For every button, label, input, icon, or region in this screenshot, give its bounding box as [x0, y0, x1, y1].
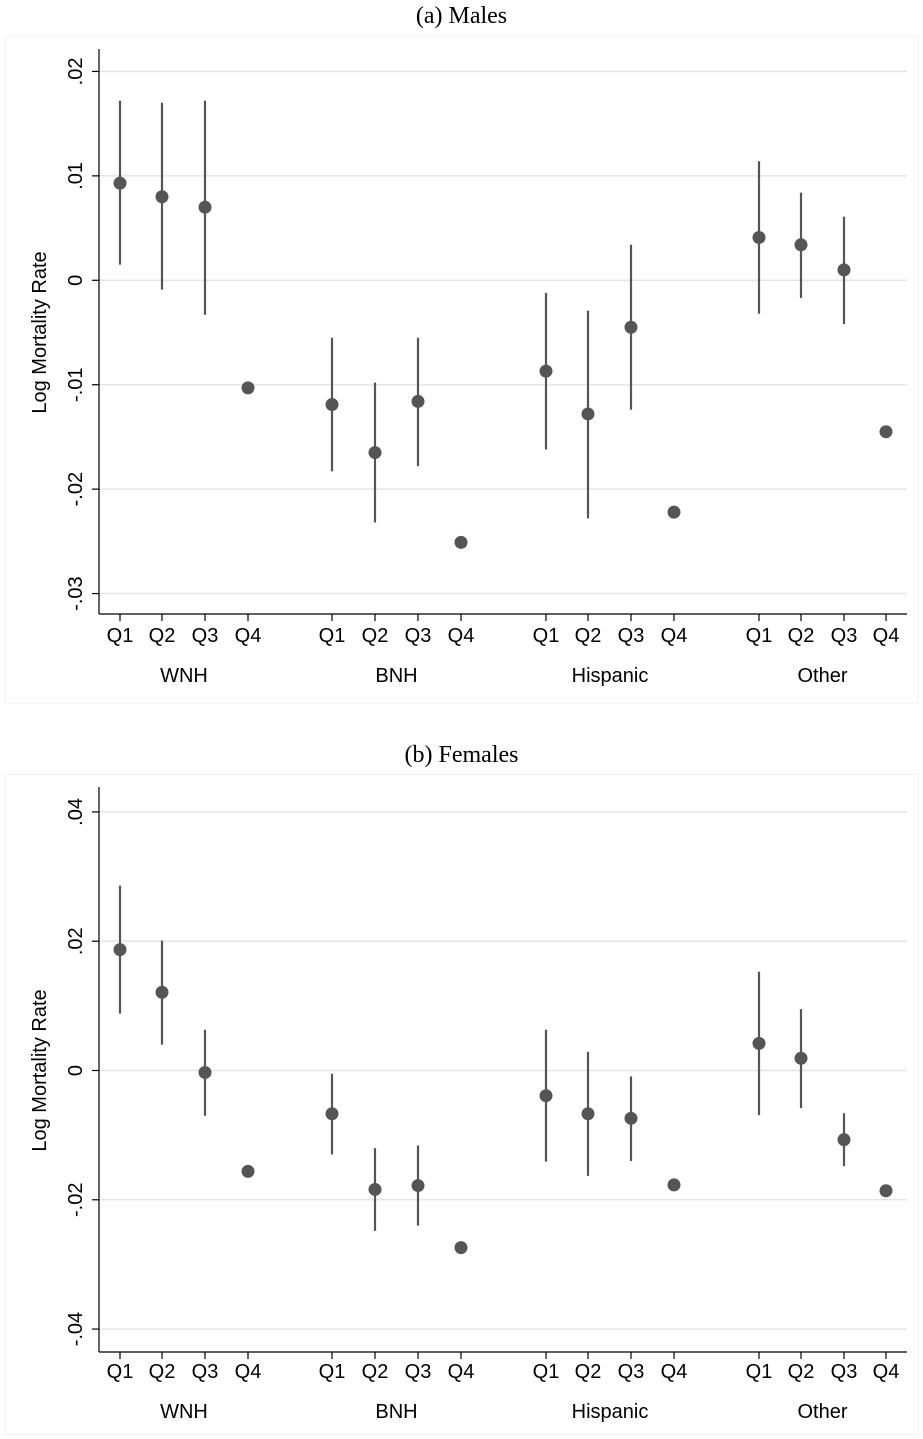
x-category-label: Q1 [746, 625, 773, 647]
y-tick-label: 0 [65, 1065, 87, 1076]
graph-frame [4, 36, 919, 704]
x-category-label: Q1 [319, 1361, 346, 1383]
graph-frame [4, 774, 919, 1435]
data-point [539, 364, 553, 378]
x-category-label: Q3 [618, 1361, 645, 1383]
data-point [113, 176, 127, 190]
x-category-label: Q2 [575, 1361, 602, 1383]
panel-a-title: (a) Males [415, 3, 508, 29]
data-point [624, 320, 638, 334]
data-point [198, 200, 212, 214]
x-group-label: Hispanic [572, 1401, 649, 1423]
x-category-label: Q4 [448, 1361, 475, 1383]
data-point [454, 535, 468, 549]
x-group-label: WNH [160, 665, 208, 687]
y-axis-title: Log Mortality Rate [29, 251, 51, 413]
data-point [667, 505, 681, 519]
data-point [411, 1179, 425, 1193]
y-tick-label: -.03 [65, 576, 87, 610]
data-point [368, 1182, 382, 1196]
y-tick-label: -.04 [65, 1312, 87, 1346]
x-group-label: Other [797, 665, 847, 687]
data-point [241, 381, 255, 395]
data-point [155, 985, 169, 999]
x-category-label: Q2 [149, 1361, 176, 1383]
x-category-label: Q2 [575, 625, 602, 647]
x-category-label: Q2 [788, 1361, 815, 1383]
x-category-label: Q3 [831, 625, 858, 647]
y-tick-label: -.02 [65, 1183, 87, 1217]
panel-b-title: (b) Females [404, 742, 519, 768]
data-point [794, 238, 808, 252]
x-category-label: Q3 [192, 1361, 219, 1383]
data-point [837, 263, 851, 277]
x-category-label: Q2 [788, 625, 815, 647]
data-point [581, 407, 595, 421]
x-category-label: Q3 [831, 1361, 858, 1383]
y-tick-label: -.02 [65, 472, 87, 506]
data-point [368, 446, 382, 460]
y-tick-label: 0 [65, 275, 87, 286]
x-category-label: Q3 [405, 1361, 432, 1383]
data-point [624, 1111, 638, 1125]
x-category-label: Q1 [319, 625, 346, 647]
x-category-label: Q4 [661, 1361, 688, 1383]
data-point [241, 1164, 255, 1178]
data-point [155, 190, 169, 204]
y-tick-label: .04 [65, 798, 87, 826]
data-point [454, 1241, 468, 1255]
y-tick-label: .02 [65, 927, 87, 955]
x-category-label: Q3 [192, 625, 219, 647]
x-group-label: BNH [375, 1401, 417, 1423]
x-category-label: Q1 [107, 1361, 134, 1383]
x-category-label: Q4 [235, 625, 262, 647]
data-point [667, 1178, 681, 1192]
y-axis-title: Log Mortality Rate [29, 989, 51, 1151]
data-point [581, 1107, 595, 1121]
data-point [879, 425, 893, 439]
data-point [752, 230, 766, 244]
x-category-label: Q2 [362, 1361, 389, 1383]
x-category-label: Q4 [235, 1361, 262, 1383]
y-tick-label: .01 [65, 162, 87, 190]
data-point [325, 1107, 339, 1121]
x-category-label: Q3 [405, 625, 432, 647]
data-point [325, 398, 339, 412]
data-point [113, 943, 127, 957]
data-point [879, 1184, 893, 1198]
x-category-label: Q4 [661, 625, 688, 647]
x-group-label: WNH [160, 1401, 208, 1423]
x-category-label: Q2 [149, 625, 176, 647]
x-category-label: Q4 [873, 625, 900, 647]
x-group-label: Hispanic [572, 665, 649, 687]
data-point [411, 394, 425, 408]
x-category-label: Q3 [618, 625, 645, 647]
x-category-label: Q4 [448, 625, 475, 647]
y-tick-label: .02 [65, 58, 87, 86]
y-tick-label: -.01 [65, 367, 87, 401]
females-chart: .04 .02 0 -.02 -.04 Log Mortality Rate Q1 Q2 Q3 Q… [4, 774, 919, 1435]
data-point [837, 1133, 851, 1147]
data-point [752, 1036, 766, 1050]
x-category-label: Q1 [107, 625, 134, 647]
x-category-label: Q1 [533, 625, 560, 647]
x-category-label: Q2 [362, 625, 389, 647]
data-point [539, 1089, 553, 1103]
x-group-label: BNH [375, 665, 417, 687]
data-point [198, 1065, 212, 1079]
x-group-label: Other [797, 1401, 847, 1423]
data-point [794, 1051, 808, 1065]
x-category-label: Q1 [533, 1361, 560, 1383]
males-chart: .02 .01 0 -.01 -.02 -.03 Log Mortality Rate Q1 Q… [4, 36, 919, 704]
x-category-label: Q1 [746, 1361, 773, 1383]
x-category-label: Q4 [873, 1361, 900, 1383]
